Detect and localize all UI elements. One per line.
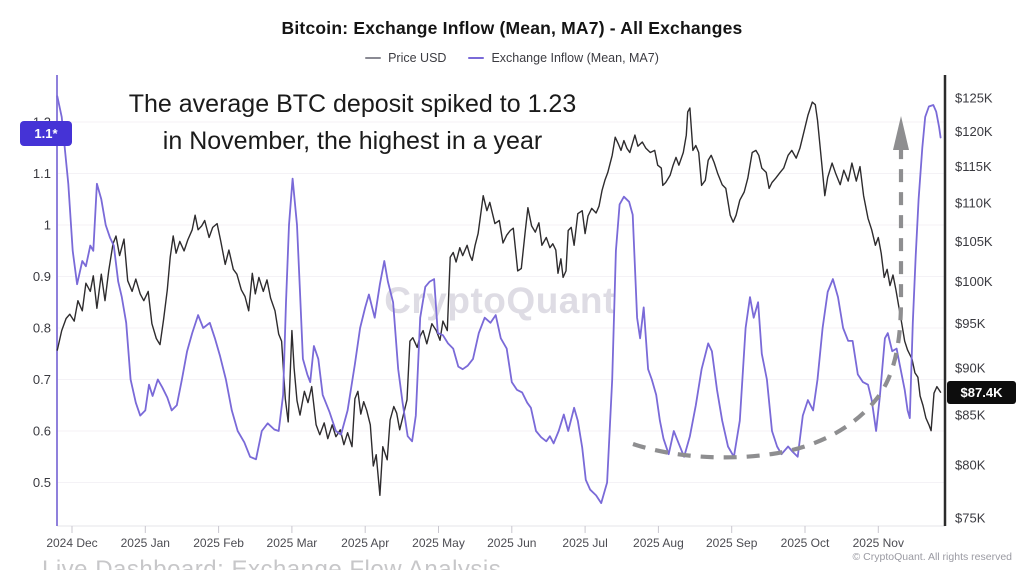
annotation-line-1: The average BTC deposit spiked to 1.23 — [128, 90, 577, 118]
legend-label-inflow: Exchange Inflow (Mean, MA7) — [491, 51, 659, 65]
right-axis-tick-label: $90K — [955, 361, 986, 376]
left-axis-tick-label: 0.8 — [33, 321, 51, 336]
annotation-arrow-dashed-curve — [632, 146, 904, 460]
copyright-text: © CryptoQuant. All rights reserved — [852, 551, 1012, 563]
left-axis-tick-label: 1 — [44, 218, 51, 233]
left-axis-tick-label: 0.7 — [33, 372, 51, 387]
right-axis-tick-label: $120K — [955, 124, 993, 139]
inflow-current-value-badge: 1.1* — [20, 121, 72, 146]
right-axis-tick-label: $115K — [955, 159, 992, 174]
x-axis-tick-label: 2024 Dec — [46, 536, 97, 550]
right-axis-tick-label: $100K — [955, 274, 993, 289]
legend-item-price-usd[interactable]: Price USD — [365, 51, 446, 65]
annotation-arrow-head-icon — [893, 116, 909, 150]
price-line-swatch-icon — [365, 57, 382, 59]
right-axis-tick-label: $125K — [955, 91, 993, 106]
inflow-line-swatch-icon — [468, 57, 485, 59]
chart-legend: Price USD Exchange Inflow (Mean, MA7) — [0, 51, 1024, 65]
price-current-value-badge: $87.4K — [947, 381, 1016, 404]
right-axis-tick-label: $105K — [955, 234, 993, 249]
x-axis-tick-label: 2025 Jun — [487, 536, 536, 550]
left-axis-tick-label: 0.6 — [33, 424, 51, 439]
left-axis-tick-label: 0.5 — [33, 475, 51, 490]
x-axis-tick-label: 2025 Apr — [341, 536, 389, 550]
right-axis-tick-label: $95K — [955, 316, 986, 331]
chart-annotation: The average BTC deposit spiked to 1.23 i… — [95, 86, 610, 160]
annotation-line-2: in November, the highest in a year — [162, 127, 543, 155]
x-axis-tick-label: 2025 Sep — [706, 536, 758, 550]
left-axis-tick-label: 0.9 — [33, 269, 51, 284]
x-axis-tick-label: 2025 Nov — [853, 536, 904, 550]
left-axis-tick-label: 1.1 — [33, 166, 51, 181]
x-axis-tick-label: 2025 Mar — [267, 536, 318, 550]
right-axis-tick-label: $75K — [955, 511, 986, 526]
chart-title: Bitcoin: Exchange Inflow (Mean, MA7) - A… — [281, 18, 743, 38]
legend-label-price: Price USD — [388, 51, 447, 65]
x-axis-tick-label: 2025 May — [412, 536, 465, 550]
price-line-series — [56, 101, 942, 496]
x-axis-tick-label: 2025 Jan — [121, 536, 170, 550]
right-axis-tick-label: $80K — [955, 457, 986, 472]
legend-item-exchange-inflow[interactable]: Exchange Inflow (Mean, MA7) — [468, 51, 659, 65]
x-axis-tick-label: 2025 Feb — [193, 536, 244, 550]
x-axis-tick-label: 2025 Jul — [562, 536, 607, 550]
inflow-line-series — [56, 95, 942, 505]
right-axis-tick-label: $85K — [955, 408, 986, 423]
right-axis-tick-label: $110K — [955, 196, 992, 211]
footer-cut-text: Live Dashboard: Exchange Flow Analysis — [42, 556, 502, 570]
x-axis-tick-label: 2025 Aug — [633, 536, 684, 550]
x-axis-tick-label: 2025 Oct — [781, 536, 830, 550]
